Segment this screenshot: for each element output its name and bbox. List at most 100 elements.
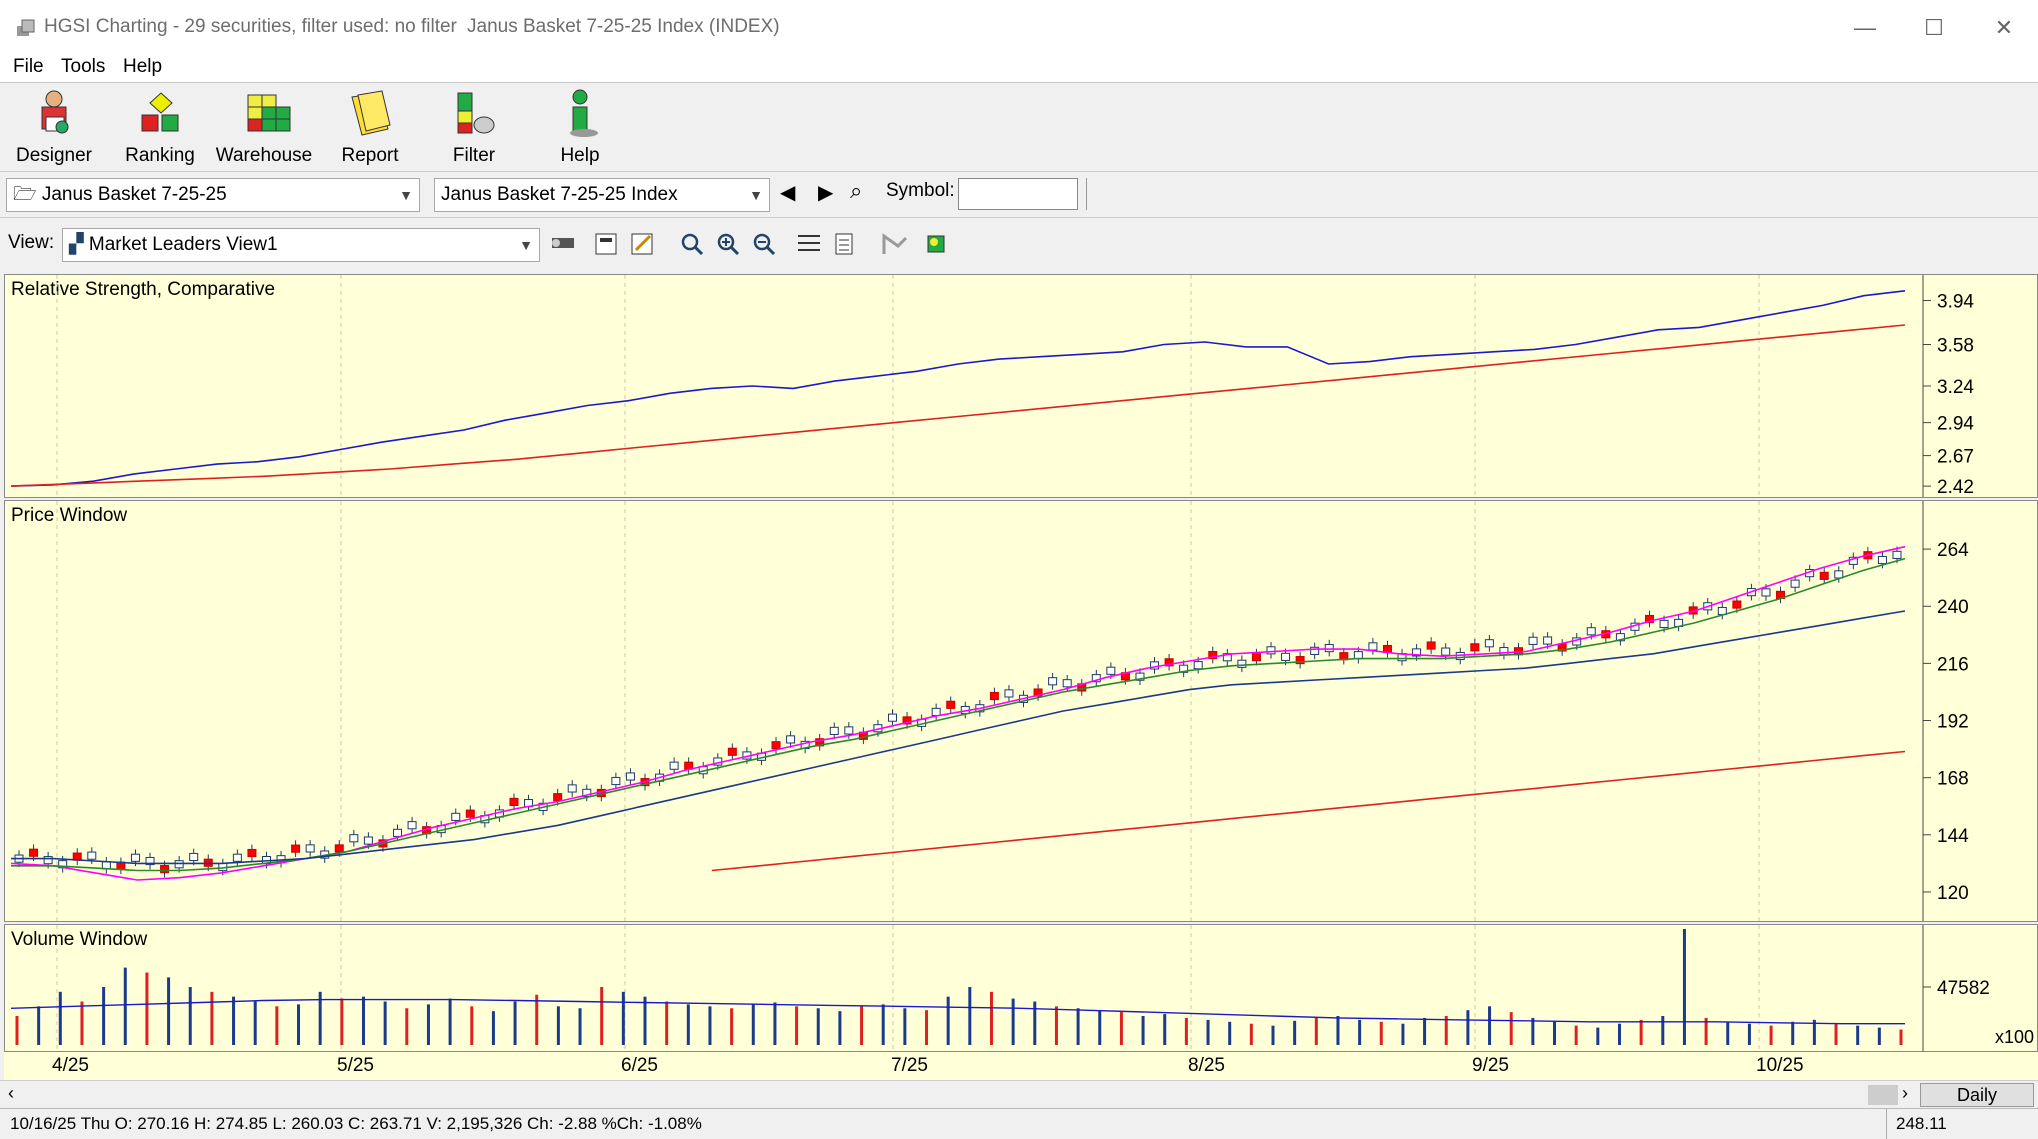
horizontal-scrollbar[interactable]: ‹ › Daily bbox=[0, 1080, 2038, 1108]
palette-icon[interactable] bbox=[927, 235, 945, 253]
filter-icon bbox=[457, 92, 495, 134]
y-tick-label: 2.67 bbox=[1937, 447, 1974, 468]
candle bbox=[174, 860, 184, 869]
x-axis: 4/25 5/25 6/25 7/25 8/25 9/25 10/25 bbox=[4, 1052, 2038, 1082]
status-bar: 10/16/25 Thu O: 270.16 H: 274.85 L: 260.… bbox=[0, 1108, 2038, 1139]
window-title: HGSI Charting - 29 securities, filter us… bbox=[44, 16, 457, 37]
candle bbox=[1353, 651, 1363, 660]
candle bbox=[844, 726, 854, 735]
candle bbox=[567, 784, 577, 793]
candle bbox=[1645, 614, 1655, 624]
series-line bbox=[10, 545, 1906, 881]
view-select[interactable]: ▞ Market Leaders View1 ▼ bbox=[62, 228, 540, 262]
y-tick-label: 2.94 bbox=[1937, 414, 1974, 435]
candle bbox=[130, 853, 140, 862]
candle bbox=[829, 726, 839, 735]
candle bbox=[553, 793, 563, 802]
candle bbox=[363, 836, 373, 845]
x-label: 10/25 bbox=[1756, 1055, 1804, 1076]
index-select[interactable]: Janus Basket 7-25-25 Index ▼ bbox=[434, 178, 770, 212]
y-tick-label: 3.24 bbox=[1937, 377, 1974, 398]
search-icon[interactable] bbox=[681, 233, 704, 256]
series-line bbox=[11, 610, 1906, 865]
chevron-down-icon: ▼ bbox=[749, 187, 763, 203]
help-label: Help bbox=[560, 145, 600, 166]
properties-icon[interactable] bbox=[595, 233, 617, 255]
series-line bbox=[11, 557, 1906, 872]
basket-select[interactable]: 🗁 Janus Basket 7-25-25 ▼ bbox=[6, 178, 420, 212]
x-label: 6/25 bbox=[621, 1055, 658, 1076]
candle bbox=[1412, 648, 1422, 657]
zoom-in-icon[interactable] bbox=[717, 233, 740, 256]
candle bbox=[1193, 661, 1203, 670]
help-button[interactable]: Help bbox=[530, 87, 630, 169]
y-tick-label: 240 bbox=[1937, 597, 1969, 618]
candle bbox=[1484, 639, 1494, 648]
x-label: 7/25 bbox=[891, 1055, 928, 1076]
symbol-input[interactable] bbox=[958, 178, 1078, 210]
y-tick-label: 144 bbox=[1937, 826, 1969, 847]
report-button[interactable]: Report bbox=[320, 87, 420, 169]
candle bbox=[1586, 627, 1596, 636]
candle bbox=[1135, 672, 1145, 681]
warehouse-button[interactable]: Warehouse bbox=[214, 87, 314, 169]
designer-icon bbox=[41, 90, 69, 134]
candle bbox=[625, 772, 635, 781]
minimize-button[interactable]: — bbox=[1854, 15, 1876, 40]
lines-icon[interactable] bbox=[798, 235, 820, 251]
key-icon[interactable] bbox=[552, 238, 574, 248]
y-tick-label: 264 bbox=[1937, 540, 1969, 561]
ranking-label: Ranking bbox=[125, 145, 195, 166]
status-value: 248.11 bbox=[1896, 1114, 1947, 1133]
candle bbox=[1732, 600, 1742, 609]
menu-help[interactable]: Help bbox=[123, 56, 163, 77]
candle bbox=[611, 776, 621, 786]
candle bbox=[465, 809, 475, 818]
candle bbox=[305, 844, 315, 853]
ranking-icon bbox=[141, 92, 179, 132]
designer-button[interactable]: Designer bbox=[4, 87, 104, 169]
price-panel: Price Window 264 240 216 192 168 144 120 bbox=[4, 500, 2038, 922]
candle bbox=[786, 735, 796, 744]
candle bbox=[727, 747, 737, 756]
candle bbox=[1470, 643, 1480, 652]
candle bbox=[1441, 647, 1451, 656]
chevron-down-icon: ▼ bbox=[519, 237, 533, 253]
maximize-button[interactable]: ☐ bbox=[1924, 15, 1944, 40]
y-tick-label: 3.94 bbox=[1937, 292, 1974, 313]
period-button[interactable]: Daily bbox=[1920, 1083, 2034, 1107]
chart-tool-icon[interactable] bbox=[882, 233, 908, 254]
main-toolbar: Designer Ranking Warehouse Report bbox=[0, 82, 2038, 172]
menu-file[interactable]: File bbox=[13, 56, 44, 77]
candle bbox=[291, 844, 301, 853]
y-tick-label: 3.58 bbox=[1937, 335, 1974, 356]
candle bbox=[1004, 689, 1014, 698]
rs-panel-label: Relative Strength, Comparative bbox=[11, 279, 276, 300]
binoculars-icon[interactable]: ⌕ bbox=[850, 178, 863, 203]
list-icon[interactable] bbox=[835, 233, 853, 255]
x-label: 9/25 bbox=[1472, 1055, 1509, 1076]
candle bbox=[771, 741, 781, 750]
report-label: Report bbox=[341, 145, 399, 166]
next-arrow-icon[interactable]: ▶ bbox=[818, 182, 834, 204]
candle bbox=[451, 812, 461, 821]
close-button[interactable]: ✕ bbox=[1994, 15, 2014, 40]
volume-panel: Volume Window 47582 x100 bbox=[4, 924, 2038, 1052]
view-toolbar-icons bbox=[552, 233, 945, 256]
scroll-left-icon[interactable]: ‹ bbox=[8, 1083, 14, 1103]
candle bbox=[1310, 646, 1320, 655]
scroll-right-icon[interactable]: › bbox=[1902, 1083, 1908, 1103]
ranking-button[interactable]: Ranking bbox=[110, 87, 210, 169]
filter-button[interactable]: Filter bbox=[424, 87, 524, 169]
candle bbox=[1208, 650, 1218, 660]
zoom-out-icon[interactable] bbox=[753, 233, 776, 256]
menu-tools[interactable]: Tools bbox=[61, 56, 106, 77]
scroll-thumb[interactable] bbox=[1868, 1085, 1898, 1105]
candle bbox=[1164, 658, 1174, 667]
previous-arrow-icon[interactable]: ◀ bbox=[780, 182, 796, 204]
price-chart: 264 240 216 192 168 144 120 bbox=[10, 501, 1969, 921]
edit-icon[interactable] bbox=[631, 233, 653, 255]
volume-panel-label: Volume Window bbox=[11, 929, 148, 950]
candle bbox=[1819, 571, 1829, 580]
basket-select-value: Janus Basket 7-25-25 bbox=[41, 184, 227, 205]
